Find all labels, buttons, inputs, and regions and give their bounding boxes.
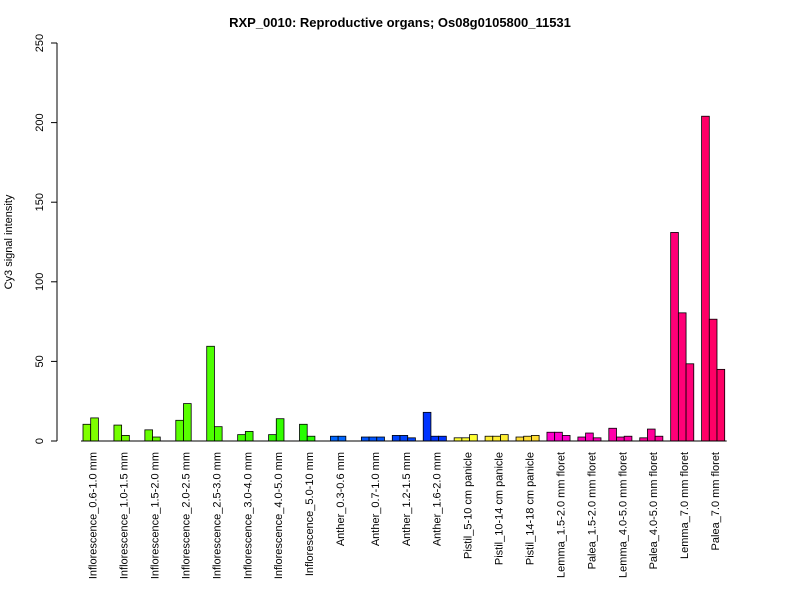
y-tick-label: 100 bbox=[34, 273, 46, 291]
category-label: Lemma_7.0 mm floret bbox=[679, 452, 691, 559]
bar bbox=[677, 312, 687, 442]
y-axis: 0 50 100 150 200 250 bbox=[34, 34, 58, 444]
y-axis-label: Cy3 signal intensity bbox=[3, 194, 15, 289]
bar bbox=[391, 435, 401, 442]
y-tick-label: 200 bbox=[34, 113, 46, 131]
category-label: Palea_1.5-2.0 mm floret bbox=[586, 452, 598, 569]
category-label: Anther_0.3-0.6 mm bbox=[335, 452, 347, 546]
bar bbox=[685, 363, 695, 442]
bar bbox=[306, 435, 316, 442]
bar bbox=[175, 419, 184, 442]
bar bbox=[422, 411, 432, 442]
category-label: Lemma_4.0-5.0 mm floret bbox=[617, 452, 629, 578]
bars bbox=[82, 115, 726, 442]
bar bbox=[708, 318, 718, 442]
category-label: Pistil_10-14 cm panicle bbox=[494, 452, 506, 565]
bar bbox=[268, 434, 277, 442]
bar bbox=[399, 435, 409, 442]
bar bbox=[244, 431, 254, 442]
category-label: Inflorescence_3.0-4.0 mm bbox=[242, 452, 254, 579]
bar bbox=[654, 435, 664, 442]
bar bbox=[82, 423, 92, 442]
y-tick-label: 150 bbox=[34, 193, 46, 211]
bar bbox=[152, 436, 161, 442]
chart-title: RXP_0010: Reproductive organs; Os08g0105… bbox=[229, 15, 571, 30]
bar bbox=[701, 115, 710, 442]
category-label: Inflorescence_1.0-1.5 mm bbox=[119, 452, 131, 579]
category-label: Anther_0.7-1.0 mm bbox=[370, 452, 382, 546]
category-label: Inflorescence_4.0-5.0 mm bbox=[273, 452, 285, 579]
bar bbox=[469, 434, 478, 442]
bar bbox=[113, 424, 123, 442]
bar bbox=[608, 427, 617, 442]
category-label: Inflorescence_0.6-1.0 mm bbox=[88, 452, 100, 579]
category-label: Anther_1.2-1.5 mm bbox=[401, 452, 413, 546]
bar bbox=[492, 435, 501, 442]
bar bbox=[214, 426, 223, 442]
bar bbox=[360, 436, 370, 442]
bar bbox=[531, 435, 540, 442]
bar bbox=[299, 423, 308, 442]
bar bbox=[206, 345, 215, 442]
category-label: Lemma_1.5-2.0 mm floret bbox=[555, 452, 567, 578]
y-tick-label: 50 bbox=[34, 355, 46, 367]
category-label: Inflorescence_1.5-2.0 mm bbox=[149, 452, 161, 579]
bar bbox=[90, 417, 99, 442]
category-label: Palea_7.0 mm floret bbox=[710, 452, 722, 550]
category-labels: Inflorescence_0.6-1.0 mm Inflorescence_1.… bbox=[88, 452, 722, 579]
bar bbox=[376, 436, 385, 442]
category-label: Inflorescence_5.0-10 mm bbox=[304, 452, 316, 576]
category-label: Palea_4.0-5.0 mm floret bbox=[648, 452, 660, 569]
bar bbox=[144, 429, 153, 442]
bar bbox=[670, 232, 679, 442]
bar bbox=[577, 436, 586, 442]
bar bbox=[716, 368, 726, 442]
bar bbox=[438, 435, 447, 442]
bar bbox=[337, 435, 347, 442]
bar bbox=[554, 431, 563, 442]
bar bbox=[546, 431, 556, 442]
bar bbox=[623, 435, 633, 442]
bar bbox=[484, 435, 494, 442]
bar bbox=[523, 435, 532, 442]
bar bbox=[561, 435, 571, 442]
bar bbox=[330, 435, 339, 442]
bar bbox=[121, 435, 130, 442]
bar bbox=[515, 436, 525, 442]
category-label: Anther_1.6-2.0 mm bbox=[432, 452, 444, 546]
category-label: Inflorescence_2.0-2.5 mm bbox=[180, 452, 192, 579]
bar bbox=[237, 434, 246, 442]
bar bbox=[500, 434, 509, 442]
category-label: Inflorescence_2.5-3.0 mm bbox=[211, 452, 223, 579]
bar bbox=[368, 436, 378, 442]
bar bbox=[430, 435, 440, 442]
bar bbox=[275, 418, 285, 442]
y-tick-label: 250 bbox=[34, 34, 46, 52]
bar bbox=[585, 432, 594, 442]
category-label: Pistil_14-18 cm panicle bbox=[524, 452, 536, 565]
bar bbox=[616, 436, 625, 442]
category-label: Pistil_5-10 cm panicle bbox=[463, 452, 475, 559]
bar bbox=[647, 428, 656, 442]
bar bbox=[183, 403, 192, 442]
y-tick-label: 0 bbox=[34, 438, 46, 444]
